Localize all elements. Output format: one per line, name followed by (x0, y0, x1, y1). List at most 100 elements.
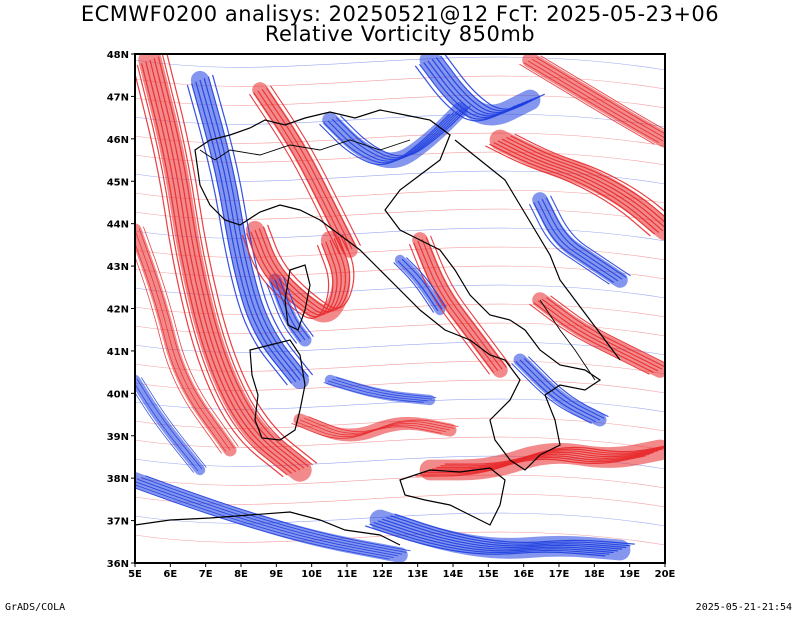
positive-contour (261, 88, 353, 250)
lat-tick-label: 38N (107, 474, 129, 485)
negative-contour (327, 380, 428, 402)
negative-contour (405, 257, 447, 308)
positive-contour (550, 295, 665, 364)
negative-contour (327, 110, 459, 162)
negative-contour (515, 361, 597, 423)
negative-contour (186, 84, 288, 386)
negative-contour (270, 281, 302, 343)
timestamp-label: 2025-05-21-21:54 (695, 602, 792, 613)
plot-title-line1: ECMWF0200 analisys: 20250521@12 FcT: 202… (80, 2, 720, 26)
background-contour (135, 474, 665, 489)
negative-contour (401, 258, 443, 310)
negative-contour (331, 378, 433, 400)
positive-contour (143, 226, 239, 447)
background-contour (135, 436, 665, 451)
positive-contour (527, 60, 664, 142)
positive-contour (149, 59, 301, 471)
negative-contour (135, 391, 195, 473)
lon-tick-label: 6E (163, 569, 177, 580)
negative-contour (199, 79, 301, 381)
positive-contour (304, 417, 455, 434)
lat-tick-label: 46N (107, 135, 129, 146)
lon-tick-label: 16E (513, 569, 534, 580)
positive-contour (145, 61, 297, 473)
negative-contour (435, 57, 537, 114)
positive-contour (489, 143, 655, 235)
negative-contour (319, 113, 450, 166)
negative-contour (431, 58, 533, 115)
negative-contour (266, 283, 298, 344)
lon-tick-label: 15E (478, 569, 499, 580)
lon-tick-label: 19E (619, 569, 640, 580)
negative-contour (550, 195, 631, 277)
positive-contour (533, 302, 654, 374)
lon-tick-label: 9E (269, 569, 283, 580)
lon-tick-label: 18E (584, 569, 605, 580)
plot-title-line2: Relative Vorticity 850mb (264, 22, 536, 46)
lon-tick-label: 13E (407, 569, 428, 580)
positive-contour (250, 231, 338, 316)
positive-contour (506, 136, 665, 223)
negative-vorticity-band (324, 374, 436, 406)
positive-contour (141, 63, 292, 474)
negative-contour (511, 362, 592, 424)
negative-contour (519, 359, 601, 421)
positive-contour (291, 423, 442, 439)
positive-contour (540, 55, 665, 131)
lat-tick-label: 41N (107, 347, 129, 358)
positive-contour (136, 64, 288, 476)
negative-vorticity-band (394, 254, 446, 316)
positive-contour (421, 238, 503, 370)
negative-contour (529, 203, 610, 285)
negative-contour (136, 378, 203, 470)
positive-contour (270, 85, 361, 247)
positive-contour (444, 445, 665, 465)
positive-contour (529, 303, 650, 375)
positive-contour (257, 90, 349, 252)
lon-tick-label: 17E (549, 569, 570, 580)
latitude-axis: 36N 37N 38N 39N 40N 41N 42N 43N 44N 45N 46N 47N 48N (107, 50, 135, 570)
negative-contour (207, 76, 309, 378)
negative-contour (135, 383, 199, 472)
lon-tick-label: 10E (301, 569, 322, 580)
longitude-axis: 5E 6E 7E 8E 9E 10E 11E 12E 13E 14E 15E 16E 17E 18E 19E… (128, 563, 676, 580)
negative-contour (136, 478, 403, 555)
positive-contour (541, 298, 663, 370)
positive-contour (295, 421, 446, 438)
positive-contour (262, 226, 351, 311)
negative-contour (377, 520, 618, 552)
negative-contour (278, 278, 310, 339)
negative-contour (537, 200, 619, 282)
positive-contour (299, 419, 451, 436)
positive-contour (258, 228, 347, 313)
negative-contour (135, 484, 394, 558)
negative-contour (528, 356, 609, 418)
negative-contour (141, 477, 407, 553)
positive-contour (153, 58, 305, 469)
negative-contour (140, 377, 207, 468)
coastlines (135, 109, 621, 546)
lon-tick-label: 5E (128, 569, 142, 580)
lat-tick-label: 37N (107, 517, 129, 528)
negative-vorticity-band (322, 102, 468, 169)
lat-tick-label: 36N (107, 559, 129, 570)
negative-contour (533, 202, 615, 283)
negative-vorticity-band (135, 472, 408, 563)
positive-contour (429, 235, 511, 367)
positive-contour (135, 255, 222, 454)
positive-vorticity-band (532, 292, 665, 378)
background-contour (135, 189, 665, 204)
lat-tick-label: 47N (107, 92, 129, 103)
lon-tick-label: 11E (337, 569, 358, 580)
lon-tick-label: 8E (234, 569, 248, 580)
negative-contour (386, 516, 627, 549)
negative-contour (440, 55, 541, 112)
lat-tick-label: 44N (107, 220, 129, 231)
lon-tick-label: 20E (655, 569, 676, 580)
positive-contour (157, 56, 309, 468)
negative-contour (282, 276, 314, 337)
lon-tick-label: 14E (443, 569, 464, 580)
positive-contour (497, 140, 664, 232)
background-contour (135, 360, 665, 375)
